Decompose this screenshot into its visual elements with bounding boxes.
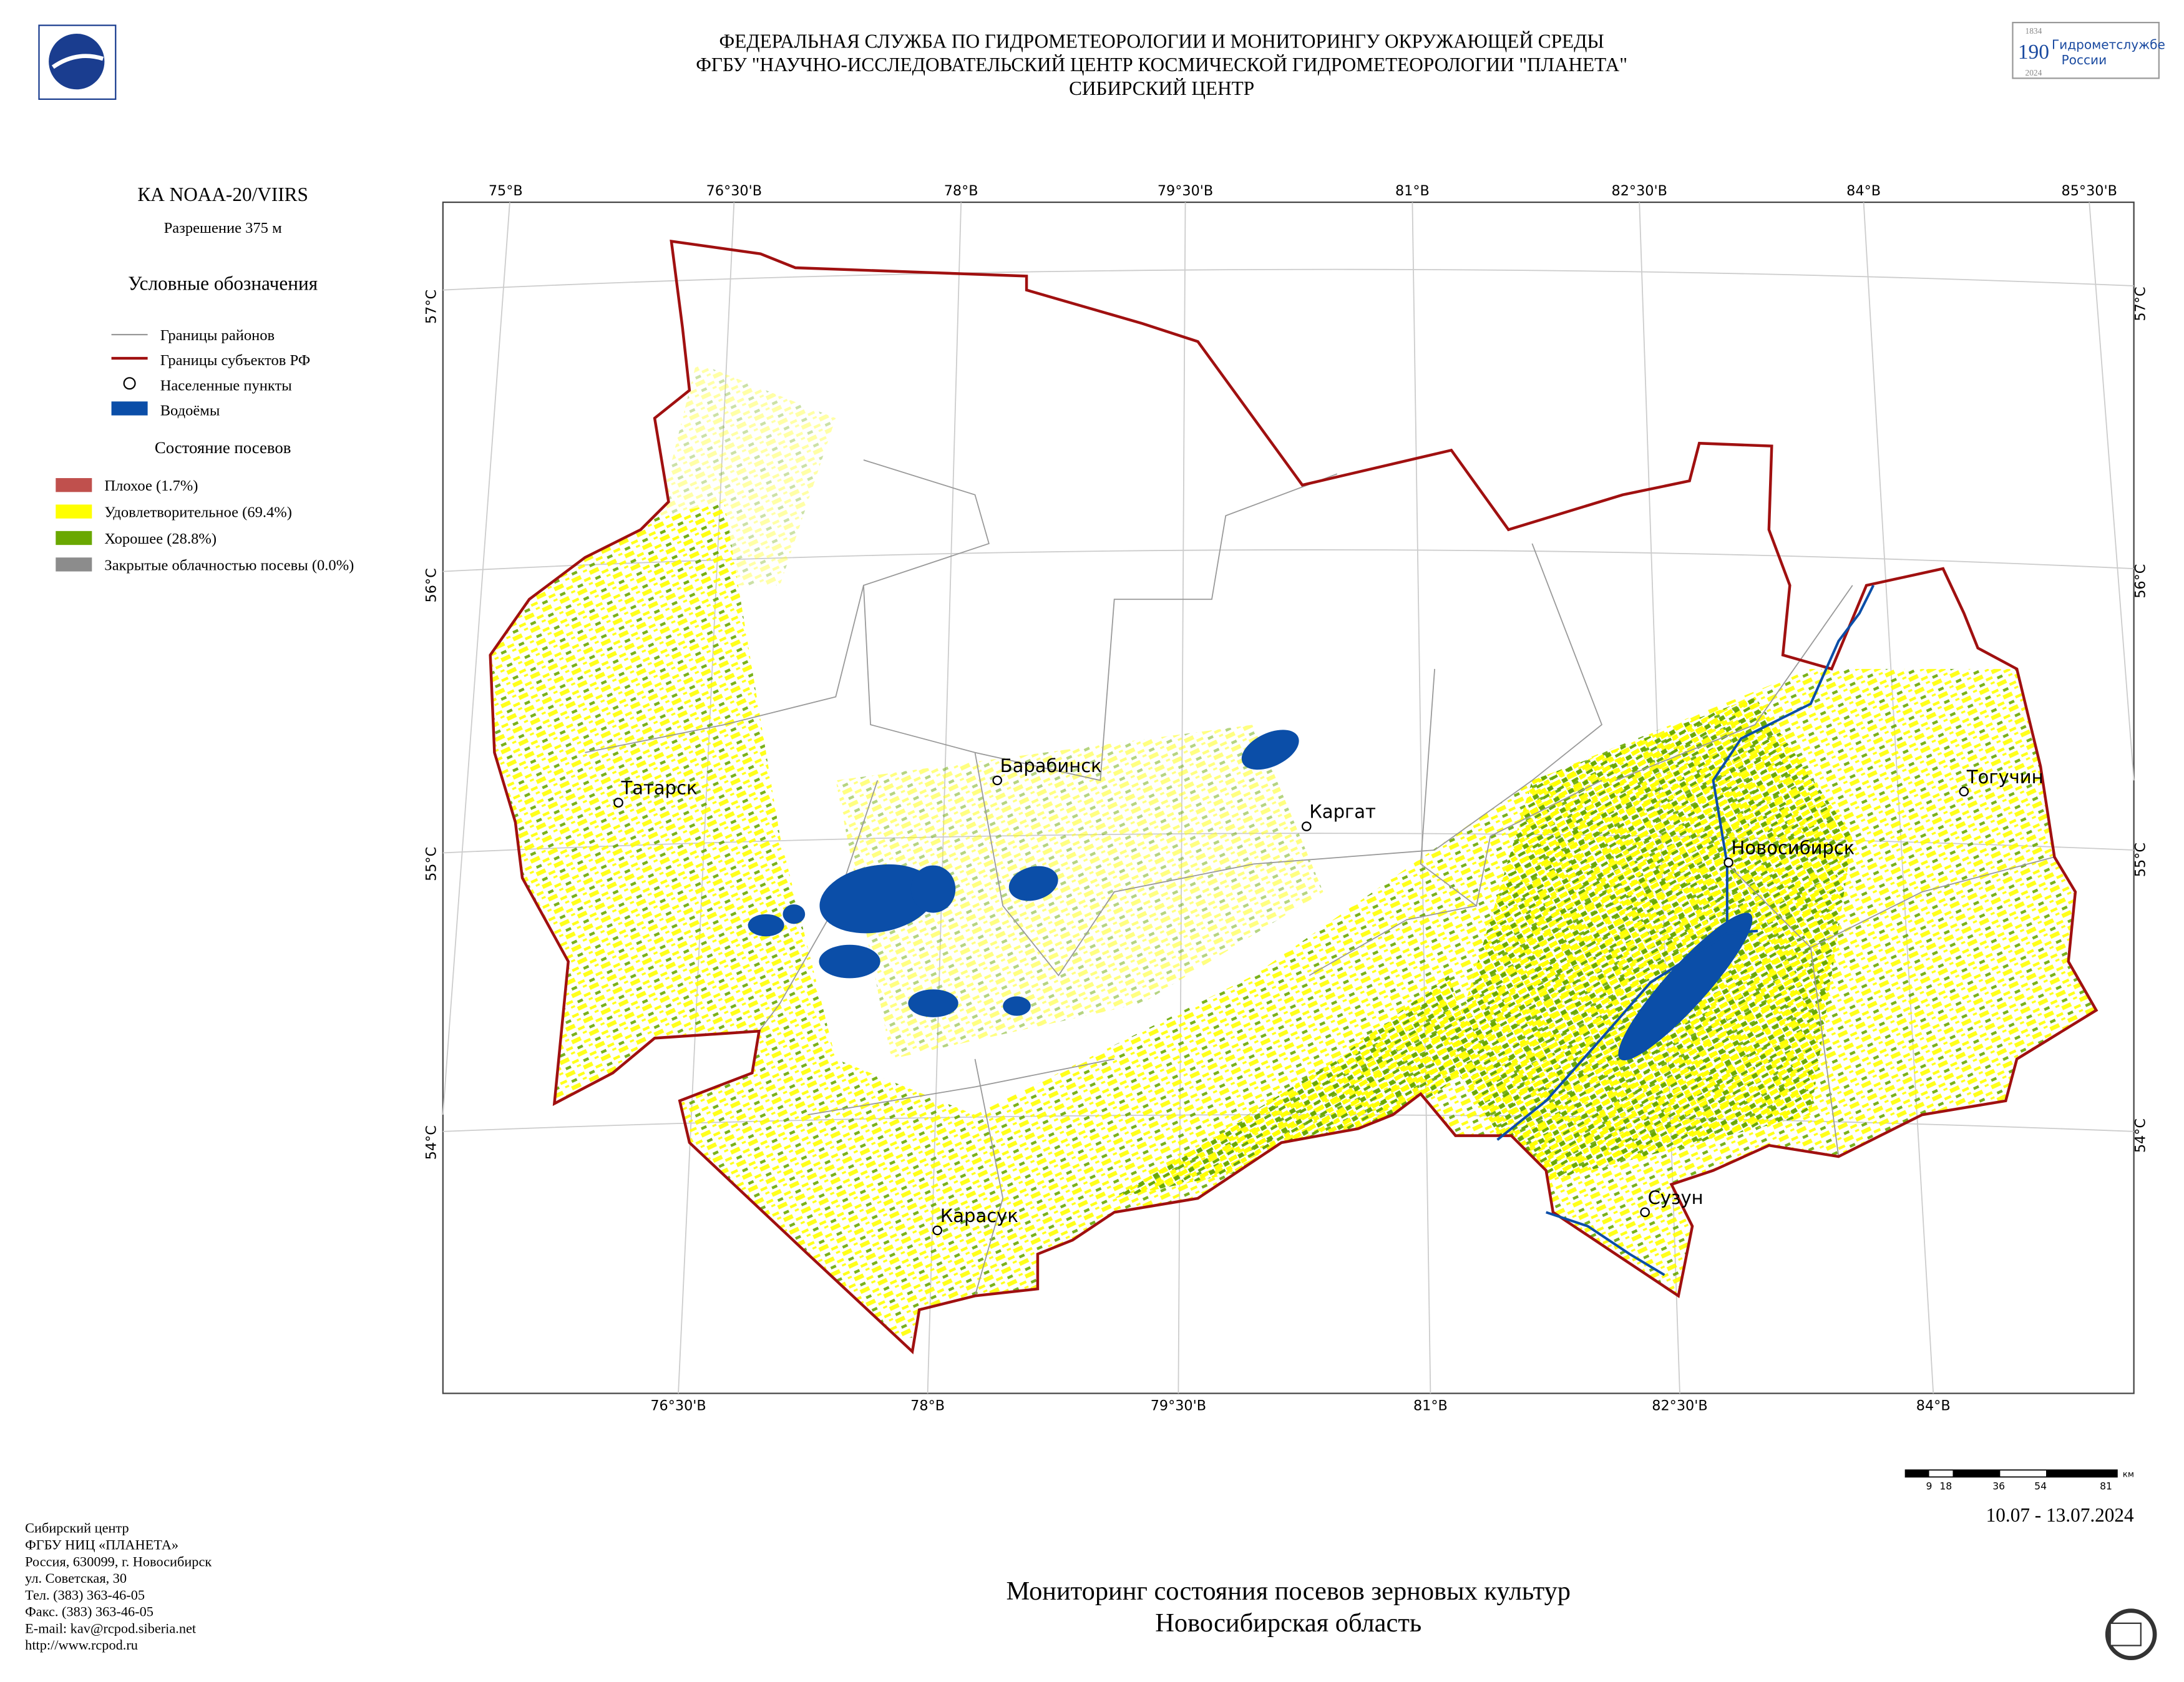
- scale-label: 81: [2100, 1481, 2112, 1492]
- water-bodies: [748, 730, 1753, 1061]
- lat-label: 55°С: [424, 847, 440, 881]
- title: Мониторинг состояния посевов зерновых ку…: [1006, 1577, 1571, 1606]
- lat-label: 54°С: [2133, 1118, 2149, 1153]
- legend-swatch: [56, 478, 92, 492]
- legend-label: Населенные пункты: [160, 377, 292, 394]
- resolution: Разрешение 375 м: [164, 220, 282, 237]
- footer-line: Россия, 630099, г. Новосибирск: [25, 1553, 212, 1569]
- legend-label: Границы районов: [160, 327, 275, 344]
- lon-label: 79°30'В: [1158, 183, 1213, 199]
- lon-label: 82°30'В: [1652, 1397, 1707, 1414]
- logo-text: России: [2062, 52, 2107, 67]
- legend-label: Хорошее (28.8%): [104, 531, 217, 547]
- city-label: Татарск: [621, 778, 698, 799]
- footer-line: E-mail: kav@rcpod.siberia.net: [25, 1620, 197, 1636]
- legend-swatch: [56, 531, 92, 545]
- lon-label: 75°В: [489, 183, 523, 199]
- logo-text: Гидрометслужбе: [2052, 37, 2165, 52]
- scale-bar: [1904, 1469, 2118, 1478]
- legend-label: Удовлетворительное (69.4%): [104, 504, 292, 521]
- iso-logo: [2105, 1608, 2157, 1660]
- anniversary-logo: [2012, 21, 2160, 79]
- footer-line: Факс. (383) 363-46-05: [25, 1604, 154, 1620]
- footer-line: ФГБУ НИЦ «ПЛАНЕТА»: [25, 1537, 178, 1553]
- footer-line: Сибирский центр: [25, 1520, 129, 1536]
- crop-areas: [490, 362, 2097, 1338]
- scale-label: 36: [1992, 1481, 2005, 1492]
- logo-year: 1834: [2026, 26, 2042, 36]
- city-label: Сузун: [1648, 1187, 1704, 1208]
- lon-label: 78°В: [944, 183, 978, 199]
- legend-swatch: [56, 557, 92, 572]
- footer-line: Тел. (383) 363-46-05: [25, 1587, 145, 1603]
- lat-label: 57°С: [424, 290, 440, 324]
- city-marker: [1301, 821, 1312, 831]
- lon-label: 85°30'В: [2062, 183, 2117, 199]
- lon-label: 79°30'В: [1151, 1397, 1206, 1414]
- header-line: ФЕДЕРАЛЬНАЯ СЛУЖБА ПО ГИДРОМЕТЕОРОЛОГИИ …: [719, 30, 1604, 52]
- header-line: СИБИРСКИЙ ЦЕНТР: [1069, 77, 1254, 99]
- scale-label: 18: [1939, 1481, 1952, 1492]
- lat-label: 56°С: [2133, 564, 2149, 599]
- lon-label: 78°В: [910, 1397, 945, 1414]
- scale-label: 9: [1926, 1481, 1933, 1492]
- lat-label: 55°С: [2133, 843, 2149, 877]
- footer-line: ул. Советская, 30: [25, 1570, 127, 1586]
- scale-label: 54: [2034, 1481, 2047, 1492]
- header-line: ФГБУ "НАУЧНО-ИССЛЕДОВАТЕЛЬСКИЙ ЦЕНТР КОС…: [696, 54, 1627, 76]
- footer-line: http://www.rcpod.ru: [25, 1637, 138, 1653]
- lon-label: 76°30'В: [650, 1397, 706, 1414]
- logo-number: 190: [2018, 41, 2049, 64]
- lat-label: 56°С: [424, 568, 440, 602]
- crop-legend-title: Состояние посевов: [155, 438, 291, 457]
- lon-label: 76°30'В: [706, 183, 762, 199]
- lon-label: 84°В: [1846, 183, 1881, 199]
- city-marker: [1723, 858, 1733, 868]
- legend-swatch: [56, 504, 92, 519]
- lat-label: 54°С: [424, 1125, 440, 1160]
- legend-label: Границы субъектов РФ: [160, 352, 310, 369]
- city-marker: [932, 1225, 943, 1236]
- lon-label: 84°В: [1916, 1397, 1951, 1414]
- city-marker: [992, 775, 1003, 786]
- city-label: Каргат: [1309, 801, 1376, 823]
- legend-water: [111, 401, 148, 416]
- satellite: КА NOAA-20/VIIRS: [137, 183, 308, 205]
- legend-label: Плохое (1.7%): [104, 477, 198, 494]
- district-borders: [585, 459, 2055, 1296]
- legend-label: Закрытые облачностью посевы (0.0%): [104, 557, 354, 574]
- scale-unit: км: [2123, 1470, 2134, 1479]
- lon-label: 82°30'В: [1612, 183, 1667, 199]
- city-marker: [1640, 1207, 1650, 1218]
- city-label: Карасук: [940, 1205, 1018, 1226]
- lat-label: 57°С: [2133, 286, 2149, 321]
- legend-city: [123, 377, 136, 390]
- rivers: [1496, 585, 1875, 1276]
- logo: [38, 24, 117, 100]
- lon-label: 81°В: [1413, 1397, 1448, 1414]
- city-marker: [1959, 786, 1969, 797]
- city-label: Новосибирск: [1732, 838, 1855, 859]
- subtitle: Новосибирская область: [1155, 1608, 1421, 1638]
- lon-label: 81°В: [1395, 183, 1430, 199]
- city-label: Барабинск: [1000, 755, 1102, 776]
- legend-label: Водоёмы: [160, 403, 220, 419]
- city-label: Тогучин: [1966, 766, 2044, 788]
- city-marker: [613, 798, 623, 808]
- date: 10.07 - 13.07.2024: [1986, 1504, 2134, 1526]
- legend-title: Условные обозначения: [128, 273, 318, 295]
- logo-year: 2024: [2026, 68, 2042, 77]
